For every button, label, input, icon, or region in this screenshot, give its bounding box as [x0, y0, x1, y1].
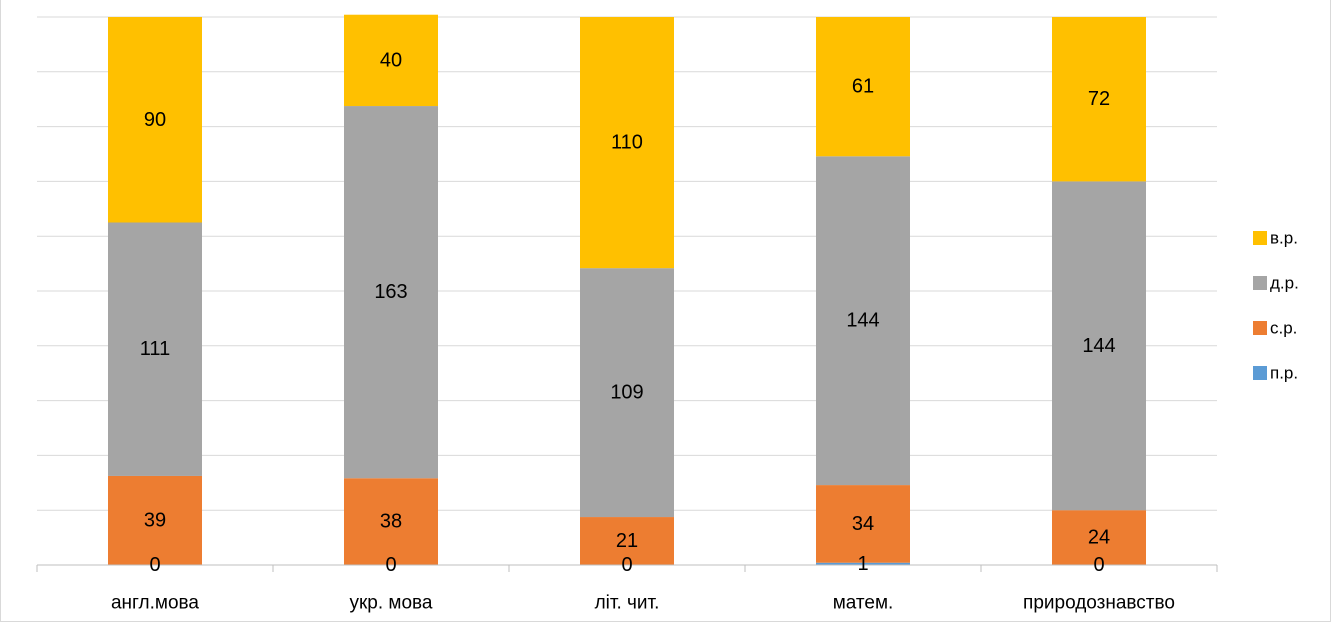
bar-в-р-укр-мова	[344, 14, 438, 107]
bar-segments	[108, 14, 1146, 565]
bar-д-р-англ-мова	[108, 222, 202, 476]
data-label-с-р-англ-мова: 39	[144, 509, 166, 531]
bar-д-р-матем	[816, 156, 910, 486]
category-label-укр-мова: укр. мова	[349, 593, 432, 614]
data-label-п-р-літ-чит: 0	[621, 554, 632, 576]
legend-swatch-с-р	[1253, 321, 1267, 335]
legend-swatch-в-р	[1253, 231, 1267, 245]
bar-п-р-матем	[816, 562, 910, 565]
legend: в.р. д.р. с.р. п.р.	[1253, 229, 1299, 383]
data-label-д-р-матем: 144	[846, 310, 879, 332]
data-label-в-р-природознавство: 72	[1088, 88, 1110, 110]
bar-в-р-природознавство	[1052, 17, 1146, 182]
data-label-п-р-англ-мова: 0	[149, 554, 160, 576]
bar-с-р-матем	[816, 485, 910, 563]
bar-в-р-літ-чит	[580, 17, 674, 269]
bar-д-р-природознавство	[1052, 181, 1146, 511]
data-label-с-р-літ-чит: 21	[616, 530, 638, 552]
data-label-в-р-англ-мова: 90	[144, 109, 166, 131]
legend-swatch-д-р	[1253, 276, 1267, 290]
category-label-природознавство: природознавство	[1023, 593, 1175, 614]
bar-с-р-англ-мова	[108, 475, 202, 565]
data-labels: 0391119003816340021109110134144610241447…	[140, 49, 1116, 576]
legend-swatch-п-р	[1253, 366, 1267, 380]
category-label-літ-чит: літ. чит.	[595, 593, 660, 614]
bar-в-р-матем	[816, 17, 910, 157]
data-label-в-р-матем: 61	[852, 76, 874, 98]
data-label-в-р-літ-чит: 110	[611, 132, 643, 154]
bar-в-р-англ-мова	[108, 17, 202, 223]
bar-с-р-літ-чит	[580, 517, 674, 565]
data-label-п-р-природознавство: 0	[1093, 554, 1104, 576]
data-label-с-р-матем: 34	[852, 513, 874, 535]
legend-label-п-р: п.р.	[1270, 364, 1298, 383]
data-label-с-р-природознавство: 24	[1088, 527, 1110, 549]
legend-label-в-р: в.р.	[1270, 229, 1298, 248]
data-label-д-р-літ-чит: 109	[610, 382, 643, 404]
bar-д-р-укр-мова	[344, 106, 438, 479]
bar-с-р-природознавство	[1052, 510, 1146, 565]
bar-с-р-укр-мова	[344, 478, 438, 565]
category-label-матем: матем.	[833, 593, 894, 614]
data-label-п-р-матем: 1	[857, 553, 868, 575]
legend-label-д-р: д.р.	[1270, 274, 1299, 293]
x-axis: англ.мова укр. мова літ. чит. матем. природо…	[36, 564, 1218, 614]
data-label-д-р-природознавство: 144	[1082, 335, 1115, 357]
data-label-в-р-укр-мова: 40	[380, 49, 402, 71]
category-label-англ-мова: англ.мова	[111, 593, 199, 614]
data-label-с-р-укр-мова: 38	[380, 511, 402, 533]
data-label-д-р-англ-мова: 111	[140, 338, 170, 360]
legend-label-с-р: с.р.	[1270, 319, 1297, 338]
data-label-д-р-укр-мова: 163	[374, 281, 407, 303]
bar-д-р-літ-чит	[580, 268, 674, 518]
data-label-п-р-укр-мова: 0	[385, 554, 396, 576]
